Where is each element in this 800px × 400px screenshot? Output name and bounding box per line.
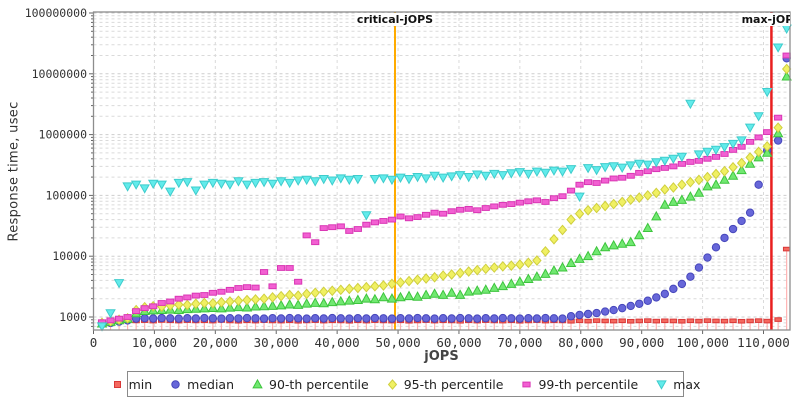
x-tick-label: 50,000 (375, 335, 420, 350)
x-tick-label: 100,000 (676, 335, 729, 350)
plot-border (92, 11, 791, 331)
legend-marker-min-square-icon (113, 380, 121, 388)
legend: min median 90-th percentile 95-th percentil… (113, 371, 700, 397)
legend-marker-triangle-down-icon (656, 379, 667, 390)
legend-label: 99-th percentile (538, 376, 639, 392)
series-circle (97, 54, 791, 329)
legend-marker-triangle-up-icon (252, 378, 263, 388)
legend-item-95-th-percentile: 95-th percentile (386, 376, 504, 392)
series-triangle-down (96, 24, 792, 332)
legend-item-90-th-percentile: 90-th percentile (251, 377, 369, 392)
y-tick-label: 10000 (52, 249, 87, 263)
legend-label: max (673, 376, 701, 392)
legend-label: 90-th percentile (269, 376, 369, 392)
x-tick-label: 30,000 (254, 335, 299, 350)
reference-lines (394, 12, 773, 330)
x-tick-label: 10,000 (132, 335, 177, 350)
legend-item-median: median (169, 377, 234, 392)
y-tick-label: 100000000 (25, 6, 87, 20)
series-wide-square (97, 52, 791, 326)
x-tick-label: 90,000 (619, 335, 664, 350)
legend-item-99-th-percentile: 99-th percentile (520, 377, 638, 392)
y-tick-label: 1000000 (39, 128, 88, 142)
legend-label: min (128, 376, 153, 392)
y-tick-label: 1000 (59, 310, 87, 324)
x-tick-label: 70,000 (497, 335, 542, 350)
legend-label: 95-th percentile (403, 376, 504, 392)
legend-label: median (187, 376, 234, 392)
axis-ticks: 1000 10000 100000 1000000 10000000 100000000 0… (25, 6, 790, 350)
x-tick-label: 40,000 (315, 335, 360, 350)
legend-marker-circle-icon (171, 379, 180, 389)
x-tick-label: 110,000 (737, 335, 790, 350)
x-axis-title: jOPS (424, 349, 459, 364)
series-triangle-up (96, 70, 792, 328)
legend-marker-wide-square-icon (522, 381, 532, 387)
legend-item-min: min (111, 376, 153, 392)
x-tick-label: 80,000 (558, 335, 603, 350)
y-tick-label: 100000 (45, 188, 87, 202)
x-tick-label: 60,000 (436, 335, 481, 350)
y-tick-label: 10000000 (32, 67, 87, 81)
plot-svg: 1000 10000 100000 1000000 10000000 100000000 0… (25, 6, 792, 350)
x-tick-label: 0 (90, 335, 98, 350)
legend-item-max: max (655, 377, 700, 392)
x-tick-label: 20,000 (193, 335, 238, 350)
y-axis-title: Response time, usec (6, 101, 22, 242)
legend-marker-diamond-icon (387, 378, 397, 390)
